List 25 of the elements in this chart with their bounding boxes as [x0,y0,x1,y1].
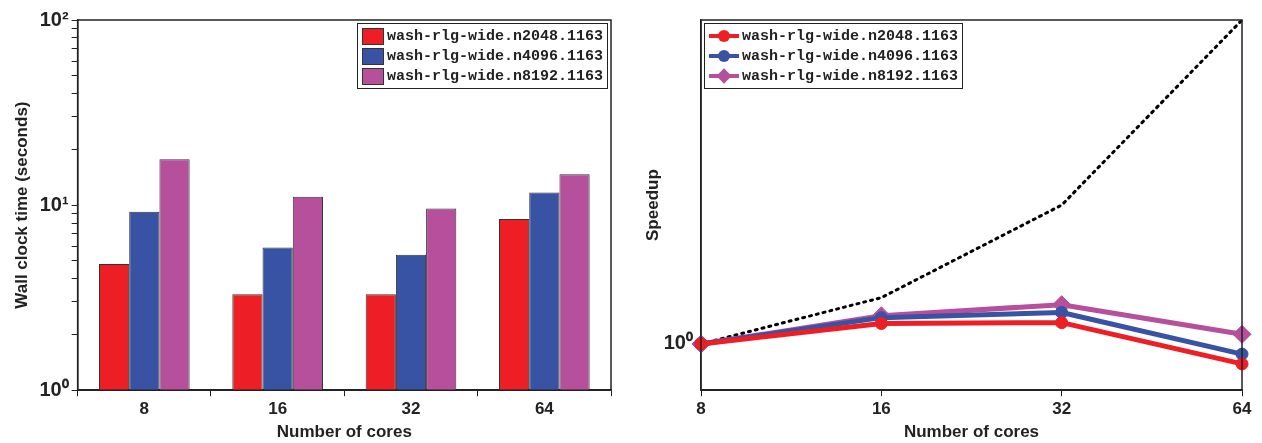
legend-label: wash-rlg-wide.n2048.1163 [387,27,604,45]
y-axis-title: Wall clock time (seconds) [11,101,31,309]
annotation: 10⁰ [663,331,693,354]
point [1055,305,1069,319]
x-tick-label: 64 [534,399,555,419]
legend-label: wash-rlg-wide.n4096.1163 [742,47,959,65]
point [874,317,888,331]
legend-label: wash-rlg-wide.n2048.1163 [742,27,959,45]
y-axis-title: Speedup [642,169,662,241]
legend-label: wash-rlg-wide.n4096.1163 [387,47,604,65]
x-tick-label: 64 [1232,399,1252,419]
point [1055,316,1069,330]
legend-label: wash-rlg-wide.n8192.1163 [742,67,959,85]
x-tick-label: 32 [401,399,421,419]
x-tick-label: 8 [139,399,150,419]
x-axis-title: Number of cores [903,422,1040,442]
x-tick-label: 32 [1052,399,1072,419]
y-tick-label: 10¹ [39,192,69,215]
y-tick-label: 10⁰ [39,377,69,400]
x-axis-title: Number of cores [276,422,412,442]
x-tick-label: 16 [268,399,288,419]
x-tick-label: 8 [696,399,706,419]
x-tick-label: 16 [871,399,891,419]
y-tick-label: 10² [39,7,69,30]
legend-label: wash-rlg-wide.n8192.1163 [387,67,604,85]
